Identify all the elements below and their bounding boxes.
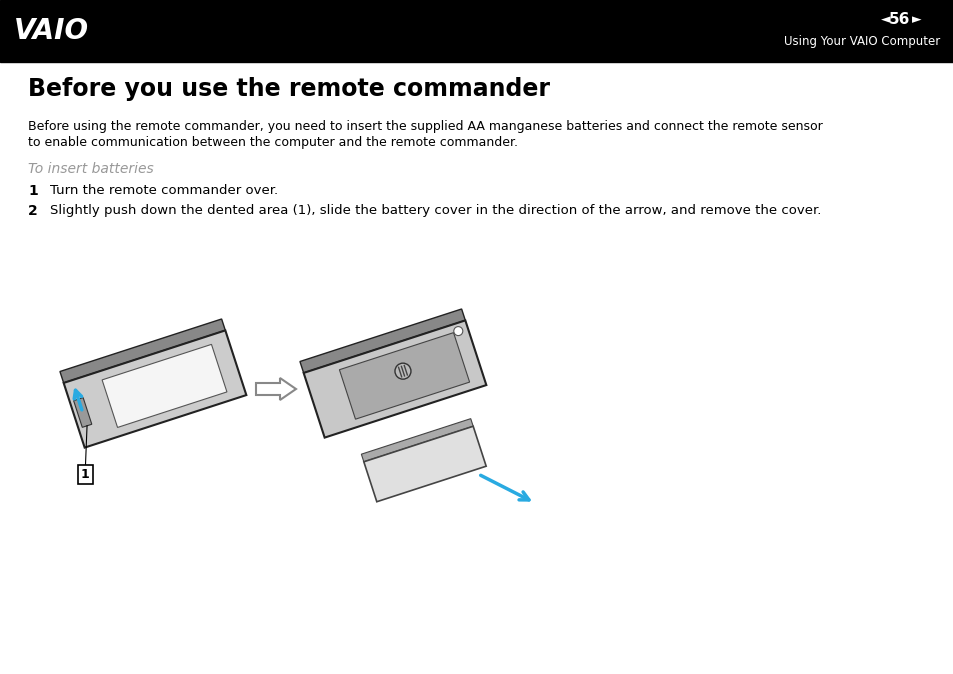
Text: ◄: ◄ [881, 13, 890, 26]
Circle shape [454, 327, 462, 336]
Text: To insert batteries: To insert batteries [28, 162, 153, 176]
Text: VAIO: VAIO [14, 17, 89, 45]
Polygon shape [299, 309, 465, 373]
Text: 1: 1 [81, 468, 90, 481]
Bar [0, 0, 953, 62]
Text: Slightly push down the dented area (1), slide the battery cover in the direction: Slightly push down the dented area (1), … [50, 204, 821, 217]
Polygon shape [363, 426, 486, 501]
Polygon shape [303, 320, 486, 437]
Polygon shape [60, 319, 225, 383]
Text: 1: 1 [28, 184, 38, 198]
Text: Before using the remote commander, you need to insert the supplied AA manganese : Before using the remote commander, you n… [28, 120, 821, 133]
Polygon shape [73, 398, 91, 427]
Circle shape [395, 363, 411, 379]
Text: 56: 56 [888, 13, 910, 28]
FancyArrow shape [255, 378, 295, 400]
Text: Before you use the remote commander: Before you use the remote commander [28, 77, 550, 101]
Polygon shape [339, 333, 469, 419]
Polygon shape [102, 344, 227, 427]
Polygon shape [361, 419, 473, 462]
Text: ►: ► [911, 13, 921, 26]
Text: Using Your VAIO Computer: Using Your VAIO Computer [783, 36, 939, 49]
Text: to enable communication between the computer and the remote commander.: to enable communication between the comp… [28, 136, 517, 149]
Polygon shape [64, 330, 246, 448]
Text: Turn the remote commander over.: Turn the remote commander over. [50, 184, 278, 197]
Text: 2: 2 [28, 204, 38, 218]
